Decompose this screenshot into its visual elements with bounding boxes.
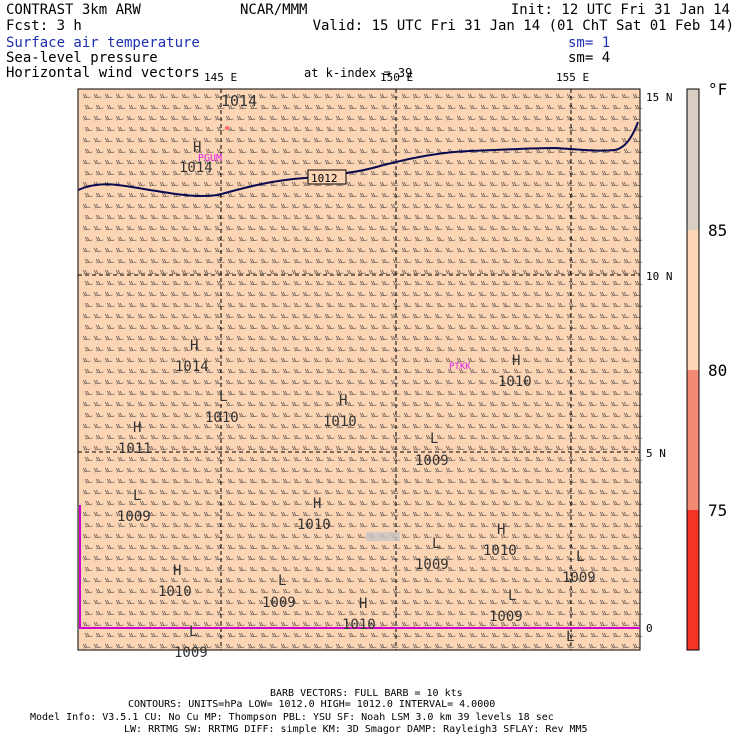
- domain-boundary: [79, 505, 640, 629]
- high-center-symbol: H: [359, 596, 367, 612]
- high-center-symbol: H: [313, 496, 321, 512]
- wind-barbs: [83, 93, 643, 649]
- pressure-center-value: 1009: [562, 570, 596, 586]
- footer-contour-info: CONTOURS: UNITS=hPa LOW= 1012.0 HIGH= 10…: [128, 699, 496, 710]
- low-center-symbol: L: [278, 573, 286, 589]
- high-center-symbol: H: [173, 563, 181, 579]
- pressure-center-value: 1009: [174, 645, 208, 661]
- low-center-symbol: L: [189, 624, 197, 640]
- low-center-symbol: L: [219, 389, 227, 405]
- pressure-center-value: 1014: [175, 359, 209, 375]
- low-center-symbol: L: [133, 488, 141, 504]
- pressure-center-value: 1010: [205, 410, 239, 426]
- pressure-center-value: 1010: [498, 374, 532, 390]
- footer-model-info: Model Info: V3.5.1 CU: No Cu MP: Thompso…: [30, 712, 554, 723]
- pressure-center-value: 1009: [489, 609, 523, 625]
- station-marker: [225, 126, 229, 130]
- low-center-symbol: L: [508, 588, 516, 604]
- lat-label-5: 5 N: [646, 447, 666, 460]
- lon-label-145: 145 E: [204, 71, 237, 84]
- run-title: CONTRAST 3km ARW: [6, 2, 141, 18]
- pressure-center-value: 1009: [117, 509, 151, 525]
- low-center-symbol: L: [430, 431, 438, 447]
- isobar-label-1012: 1012: [311, 172, 338, 185]
- pressure-center-value: 1009: [415, 453, 449, 469]
- low-center-symbol: L: [576, 549, 584, 565]
- valid-time: Valid: 15 UTC Fri 31 Jan 14 (01 ChT Sat …: [312, 18, 734, 34]
- isobar-label-box: [307, 169, 347, 185]
- pressure-center-value: 1010: [342, 617, 376, 633]
- gray-blob: [366, 532, 400, 541]
- low-center-symbol: L: [432, 536, 440, 552]
- lat-label-15: 15 N: [646, 91, 673, 104]
- low-center-symbol: L: [566, 629, 574, 645]
- station-label-ptkk: PTKK: [449, 362, 471, 372]
- forecast-hour: Fcst: 3 h: [6, 18, 82, 34]
- high-center-symbol: H: [133, 420, 141, 436]
- footer-barb-info: BARB VECTORS: FULL BARB = 10 kts: [270, 688, 463, 699]
- org-label: NCAR/MMM: [240, 2, 308, 18]
- high-center-symbol: H: [512, 353, 520, 369]
- wind-barb-field: [83, 93, 643, 649]
- pressure-center-value: 1014: [179, 160, 213, 176]
- station-label-pgum: PGUM: [198, 153, 222, 164]
- pressure-center-value: 1010: [483, 543, 517, 559]
- field-wind-label: Horizontal wind vectors: [6, 65, 200, 81]
- init-time: Init: 12 UTC Fri 31 Jan 14: [510, 2, 730, 18]
- field-pressure-label: Sea-level pressure: [6, 50, 158, 66]
- pressure-center-value: 1011: [118, 441, 152, 457]
- pressure-center-value: 1009: [415, 557, 449, 573]
- smooth-pressure: sm= 4: [568, 50, 611, 66]
- map-background: [77, 88, 641, 651]
- lon-label-155: 155 E: [556, 71, 589, 84]
- high-center-symbol: H: [193, 140, 201, 156]
- lat-label-10: 10 N: [646, 270, 673, 283]
- footer-physics-info: LW: RRTMG SW: RRTMG DIFF: simple KM: 3D …: [124, 724, 588, 735]
- field-temperature-label: Surface air temperature: [6, 35, 200, 51]
- k-index-label: at k-index = 39: [304, 66, 413, 80]
- pressure-center-value: 1009: [262, 595, 296, 611]
- pressure-centers: H 1014 H 1014 L 1010 H 1010 H 1011 L 1009 L 1009 H 1010…: [117, 140, 596, 661]
- isobar-label-1014: 1014: [221, 92, 257, 110]
- high-center-symbol: H: [497, 522, 505, 538]
- pressure-center-value: 1010: [158, 584, 192, 600]
- high-center-symbol: H: [190, 338, 198, 354]
- smooth-temperature: sm= 1: [568, 35, 611, 51]
- lat-label-0: 0: [646, 622, 653, 635]
- pressure-center-value: 1010: [323, 414, 357, 430]
- pressure-center-value: 1010: [297, 517, 331, 533]
- lon-label-150: 150 E: [380, 71, 413, 84]
- isobar-1012: [77, 121, 639, 198]
- high-center-symbol: H: [339, 393, 347, 409]
